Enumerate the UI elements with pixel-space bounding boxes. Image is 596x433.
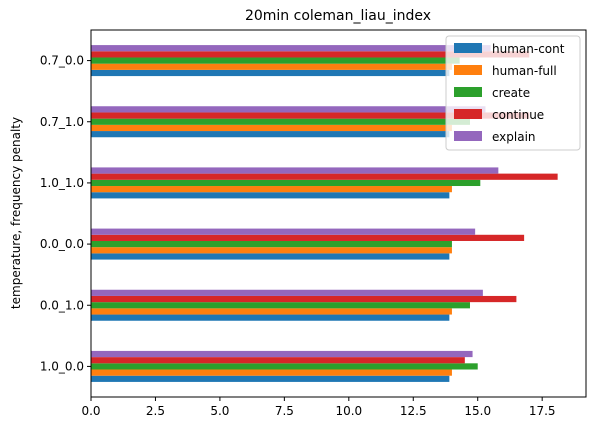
x-tick-label: 12.5 [400,404,427,418]
legend-label-human-cont: human-cont [492,42,565,56]
y-tick-label: 0.7_1.0 [40,115,84,129]
bar-explain-0.0_1.0 [91,289,483,296]
legend-box [445,35,581,151]
bar-human-cont-0.0_0.0 [91,253,450,260]
bar-human-full-0.0_0.0 [91,247,452,254]
bar-human-full-0.0_1.0 [91,308,452,315]
bar-continue-0.7_1.0 [91,112,530,119]
legend-label-create: create [492,86,530,100]
legend-label-human-full: human-full [492,64,557,78]
legend: human-cont human-full create continue explai… [445,35,581,151]
y-tick-label: 1.0_1.0 [40,176,84,190]
x-tick-label: 5.0 [210,404,229,418]
ticks-group: 1.0_0.0 0.0_1.0 0.0_0.0 1.0_1.0 0.7_1.0 0.7_0… [40,54,556,418]
y-tick-label: 0.7_0.0 [40,54,84,68]
x-tick-label: 2.5 [146,404,165,418]
bar-create-1.0_0.0 [91,363,478,370]
bar-human-cont-0.7_0.0 [91,69,450,77]
bar-continue-1.0_0.0 [91,357,465,364]
bar-human-full-1.0_1.0 [91,186,452,193]
bar-continue-0.0_0.0 [91,234,525,241]
x-tick-label: 7.5 [275,404,294,418]
bar-explain-1.0_1.0 [91,167,499,174]
bar-human-cont-0.0_1.0 [91,314,450,321]
bar-human-full-0.7_0.0 [91,63,452,70]
legend-swatch-explain [454,131,482,141]
bars-group [91,45,558,382]
y-axis-label: temperature, frequency penalty [9,117,23,309]
bar-continue-1.0_1.0 [91,173,558,180]
bar-create-0.0_0.0 [91,240,452,248]
bar-create-0.7_1.0 [91,118,470,125]
bar-continue-0.7_0.0 [91,51,530,58]
bar-human-cont-1.0_1.0 [91,192,450,199]
bar-create-0.7_0.0 [91,57,460,64]
bar-explain-1.0_0.0 [91,350,473,358]
bar-explain-0.7_1.0 [91,106,486,113]
y-tick-label: 0.0_1.0 [40,298,84,312]
x-tick-label: 10.0 [335,404,362,418]
bar-create-1.0_1.0 [91,179,481,187]
bar-human-full-1.0_0.0 [91,369,452,376]
legend-swatch-continue [454,109,482,119]
legend-label-explain: explain [492,130,536,144]
bar-explain-0.0_0.0 [91,228,476,235]
bar-explain-0.7_0.0 [91,45,491,52]
plot-frame [90,29,587,398]
chart-title: 20min coleman_liau_index [245,8,431,24]
x-tick-label: 17.5 [529,404,556,418]
bar-continue-0.0_1.0 [91,295,517,303]
legend-swatch-create [454,87,482,97]
legend-swatch-human-cont [454,43,482,53]
y-tick-label: 0.0_0.0 [40,237,84,251]
bar-human-full-0.7_1.0 [91,124,452,132]
legend-label-continue: continue [492,108,544,122]
bar-create-0.0_1.0 [91,302,470,309]
bar-human-cont-0.7_1.0 [91,131,450,138]
legend-swatch-human-full [454,65,482,75]
x-tick-label: 0.0 [81,404,100,418]
bar-human-cont-1.0_0.0 [91,375,450,382]
y-tick-label: 1.0_0.0 [40,359,84,373]
x-tick-label: 15.0 [464,404,491,418]
